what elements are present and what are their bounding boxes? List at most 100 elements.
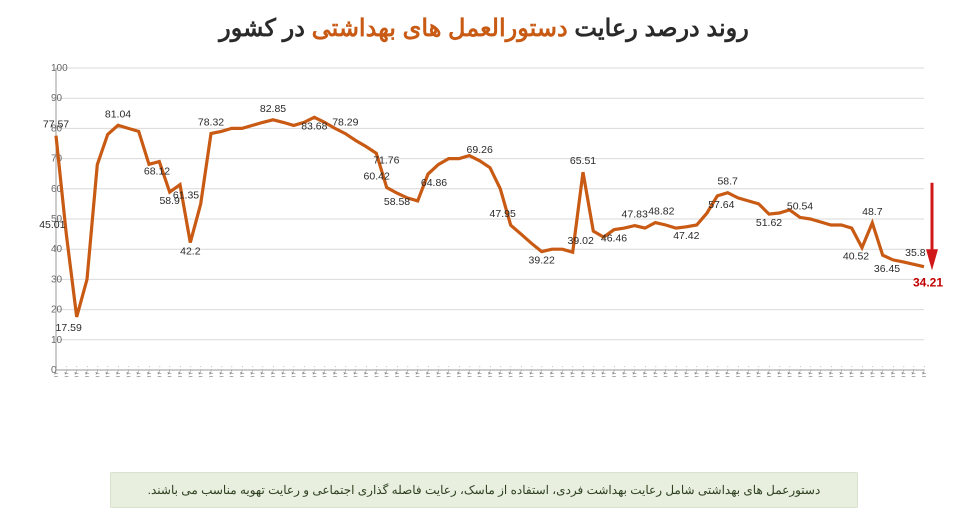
svg-text:۱۴۰۰: ۱۴۰۰ (426, 365, 432, 378)
svg-text:۱۴۰۰: ۱۴۰۰ (788, 365, 794, 378)
svg-text:۱۴۰۰: ۱۴۰۰ (478, 365, 484, 378)
svg-text:۱۴۰۰: ۱۴۰۰ (850, 365, 856, 378)
svg-text:۱۴۰۰: ۱۴۰۰ (395, 365, 401, 378)
svg-text:58.7: 58.7 (717, 176, 738, 188)
svg-text:۱۴۰۰: ۱۴۰۰ (808, 365, 814, 378)
svg-text:۱۴۰۰: ۱۴۰۰ (509, 365, 515, 378)
svg-text:۱۴۰۰: ۱۴۰۰ (188, 365, 194, 378)
title-highlight: دستورالعمل های بهداشتی (305, 15, 568, 42)
svg-text:۱۴۰۰: ۱۴۰۰ (405, 365, 411, 378)
title-part2: در کشور (219, 15, 305, 42)
svg-text:۱۴۰۰: ۱۴۰۰ (519, 365, 525, 378)
svg-text:35.8: 35.8 (905, 247, 926, 259)
svg-text:69.26: 69.26 (467, 144, 493, 156)
svg-text:۱۴۰۰: ۱۴۰۰ (106, 365, 112, 378)
svg-text:40: 40 (51, 244, 63, 255)
svg-text:۱۴۰۰: ۱۴۰۰ (209, 365, 215, 378)
svg-text:۱۴۰۰: ۱۴۰۰ (870, 365, 876, 378)
svg-text:57.64: 57.64 (708, 199, 734, 211)
svg-text:۱۴۰۰: ۱۴۰۰ (75, 365, 81, 378)
svg-text:۱۴۰۰: ۱۴۰۰ (891, 365, 897, 378)
svg-text:64.86: 64.86 (421, 177, 447, 189)
svg-text:۱۴۰۰: ۱۴۰۰ (901, 365, 907, 378)
svg-text:۱۴۰۰: ۱۴۰۰ (633, 365, 639, 378)
line-chart-svg: 0102030405060708090100۱۴۰۰۱۴۰۰۱۴۰۰۱۴۰۰۱۴… (24, 60, 944, 430)
svg-text:77.57: 77.57 (43, 119, 69, 131)
svg-text:۱۴۰۰: ۱۴۰۰ (571, 365, 577, 378)
svg-text:۱۴۰۰: ۱۴۰۰ (777, 365, 783, 378)
svg-text:۱۴۰۰: ۱۴۰۰ (240, 365, 246, 378)
svg-text:۱۴۰۰: ۱۴۰۰ (230, 365, 236, 378)
svg-text:۱۴۰۰: ۱۴۰۰ (416, 365, 422, 378)
svg-text:۱۴۰۰: ۱۴۰۰ (622, 365, 628, 378)
svg-text:۱۴۰۰: ۱۴۰۰ (157, 365, 163, 378)
svg-text:۱۴۰۰: ۱۴۰۰ (498, 365, 504, 378)
svg-text:۱۴۰۰: ۱۴۰۰ (695, 365, 701, 378)
svg-text:۱۴۰۰: ۱۴۰۰ (746, 365, 752, 378)
svg-text:۱۴۰۰: ۱۴۰۰ (839, 365, 845, 378)
svg-text:۱۴۰۰: ۱۴۰۰ (684, 365, 690, 378)
svg-text:20: 20 (51, 305, 63, 316)
svg-text:۱۴۰۰: ۱۴۰۰ (829, 365, 835, 378)
svg-text:۱۴۰۰: ۱۴۰۰ (653, 365, 659, 378)
svg-text:۱۴۰۰: ۱۴۰۰ (922, 365, 928, 378)
svg-text:۱۴۰۰: ۱۴۰۰ (137, 365, 143, 378)
svg-text:47.83: 47.83 (622, 209, 648, 221)
svg-text:65.51: 65.51 (570, 155, 596, 167)
chart-area: 0102030405060708090100۱۴۰۰۱۴۰۰۱۴۰۰۱۴۰۰۱۴… (24, 60, 944, 430)
svg-text:۱۴۰۰: ۱۴۰۰ (529, 365, 535, 378)
svg-text:۱۴۰۰: ۱۴۰۰ (467, 365, 473, 378)
svg-text:60.42: 60.42 (364, 171, 390, 183)
svg-text:48.7: 48.7 (862, 206, 883, 218)
svg-text:۱۴۰۰: ۱۴۰۰ (612, 365, 618, 378)
svg-text:۱۴۰۰: ۱۴۰۰ (354, 365, 360, 378)
svg-text:۱۴۰۰: ۱۴۰۰ (312, 365, 318, 378)
svg-text:61.35: 61.35 (173, 190, 199, 202)
svg-text:۱۴۰۰: ۱۴۰۰ (726, 365, 732, 378)
svg-text:۱۴۰۰: ۱۴۰۰ (881, 365, 887, 378)
svg-text:۱۴۰۰: ۱۴۰۰ (860, 365, 866, 378)
svg-text:۱۴۰۰: ۱۴۰۰ (271, 365, 277, 378)
svg-text:۱۴۰۰: ۱۴۰۰ (819, 365, 825, 378)
svg-text:۱۴۰۰: ۱۴۰۰ (705, 365, 711, 378)
svg-text:۱۴۰۰: ۱۴۰۰ (54, 365, 60, 378)
svg-text:78.32: 78.32 (198, 116, 224, 128)
svg-text:۱۴۰۰: ۱۴۰۰ (333, 365, 339, 378)
svg-text:۱۴۰۰: ۱۴۰۰ (126, 365, 132, 378)
svg-text:۱۴۰۰: ۱۴۰۰ (364, 365, 370, 378)
svg-text:۱۴۰۰: ۱۴۰۰ (767, 365, 773, 378)
svg-text:۱۴۰۰: ۱۴۰۰ (540, 365, 546, 378)
svg-text:۱۴۰۰: ۱۴۰۰ (85, 365, 91, 378)
svg-text:۱۴۰۰: ۱۴۰۰ (798, 365, 804, 378)
title-part1: روند درصد رعایت (568, 15, 749, 42)
svg-text:۱۴۰۰: ۱۴۰۰ (250, 365, 256, 378)
svg-text:45.01: 45.01 (39, 219, 65, 231)
svg-text:۱۴۰۰: ۱۴۰۰ (488, 365, 494, 378)
svg-text:۱۴۰۰: ۱۴۰۰ (302, 365, 308, 378)
svg-text:۱۴۰۰: ۱۴۰۰ (736, 365, 742, 378)
svg-text:۱۴۰۰: ۱۴۰۰ (261, 365, 267, 378)
svg-text:۱۴۰۰: ۱۴۰۰ (219, 365, 225, 378)
svg-text:۱۴۰۰: ۱۴۰۰ (550, 365, 556, 378)
svg-text:۱۴۰۰: ۱۴۰۰ (643, 365, 649, 378)
svg-text:۱۴۰۰: ۱۴۰۰ (64, 365, 70, 378)
svg-text:۱۴۰۰: ۱۴۰۰ (281, 365, 287, 378)
svg-text:68.12: 68.12 (144, 165, 170, 177)
svg-text:۱۴۰۰: ۱۴۰۰ (323, 365, 329, 378)
svg-text:۱۴۰۰: ۱۴۰۰ (168, 365, 174, 378)
svg-text:90: 90 (51, 93, 63, 104)
svg-text:۱۴۰۰: ۱۴۰۰ (116, 365, 122, 378)
svg-text:۱۴۰۰: ۱۴۰۰ (602, 365, 608, 378)
svg-text:50.54: 50.54 (787, 200, 813, 212)
svg-text:83.68: 83.68 (301, 120, 327, 132)
svg-text:۱۴۰۰: ۱۴۰۰ (664, 365, 670, 378)
svg-text:۱۴۰۰: ۱۴۰۰ (715, 365, 721, 378)
svg-text:58.58: 58.58 (384, 196, 410, 208)
svg-text:30: 30 (51, 274, 63, 285)
svg-text:۱۴۰۰: ۱۴۰۰ (147, 365, 153, 378)
svg-text:۱۴۰۰: ۱۴۰۰ (447, 365, 453, 378)
svg-text:17.59: 17.59 (56, 322, 82, 334)
svg-text:۱۴۰۰: ۱۴۰۰ (757, 365, 763, 378)
svg-text:39.22: 39.22 (529, 255, 555, 267)
svg-text:۱۴۰۰: ۱۴۰۰ (292, 365, 298, 378)
